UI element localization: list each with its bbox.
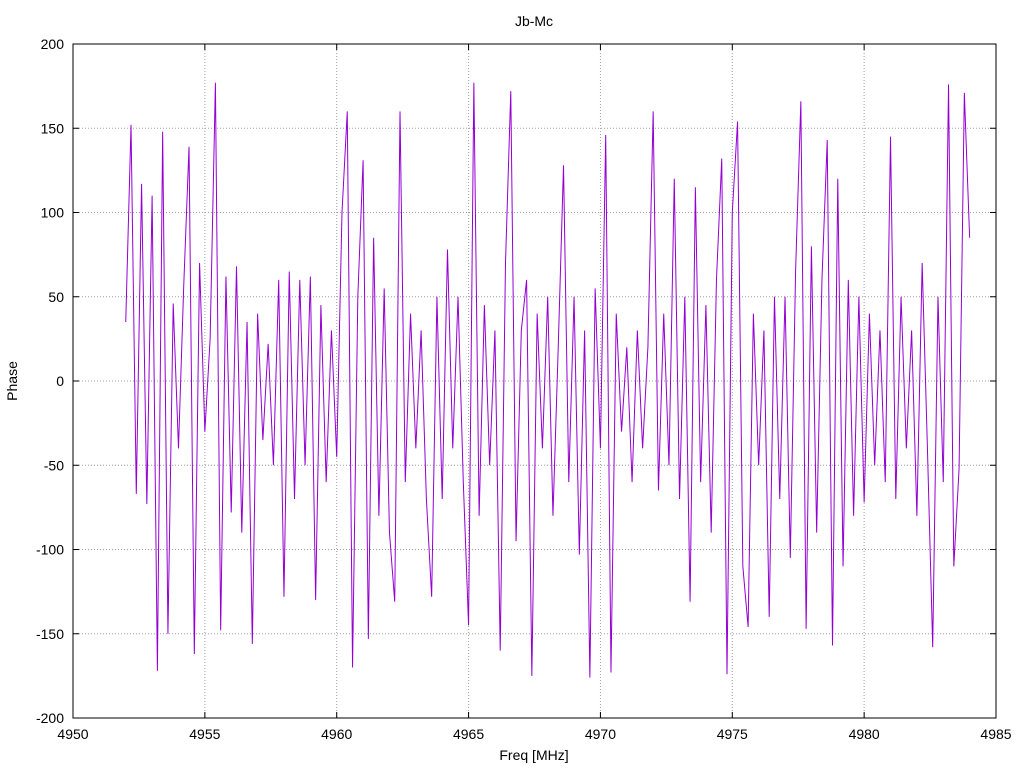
x-tick-label: 4965 bbox=[453, 726, 484, 742]
series-line bbox=[125, 82, 971, 678]
y-tick-label: -50 bbox=[44, 457, 64, 473]
y-tick-label: 50 bbox=[48, 289, 64, 305]
x-tick-label: 4970 bbox=[585, 726, 616, 742]
x-tick-label: 4950 bbox=[57, 726, 88, 742]
y-tick-label: -150 bbox=[36, 626, 64, 642]
plot-frame bbox=[72, 43, 997, 719]
y-tick-label: -100 bbox=[36, 542, 64, 558]
x-tick-label: 4960 bbox=[321, 726, 352, 742]
y-tick-label: 200 bbox=[41, 36, 65, 52]
ticks: 4950 4955 4960 4965 4970 4975 4980 4985 -200 -150… bbox=[36, 36, 1012, 742]
x-axis-label: Freq [MHz] bbox=[499, 747, 568, 763]
grid bbox=[73, 44, 996, 718]
x-tick-label: 4980 bbox=[849, 726, 880, 742]
y-tick-label: 0 bbox=[56, 373, 64, 389]
y-tick-label: 150 bbox=[41, 120, 65, 136]
x-tick-label: 4985 bbox=[980, 726, 1011, 742]
x-tick-label: 4975 bbox=[717, 726, 748, 742]
y-tick-label: 100 bbox=[41, 205, 65, 221]
x-tick-label: 4955 bbox=[189, 726, 220, 742]
chart-title: Jb-Mc bbox=[515, 13, 553, 29]
y-axis-label: Phase bbox=[4, 361, 20, 401]
y-tick-label: -200 bbox=[36, 710, 64, 726]
